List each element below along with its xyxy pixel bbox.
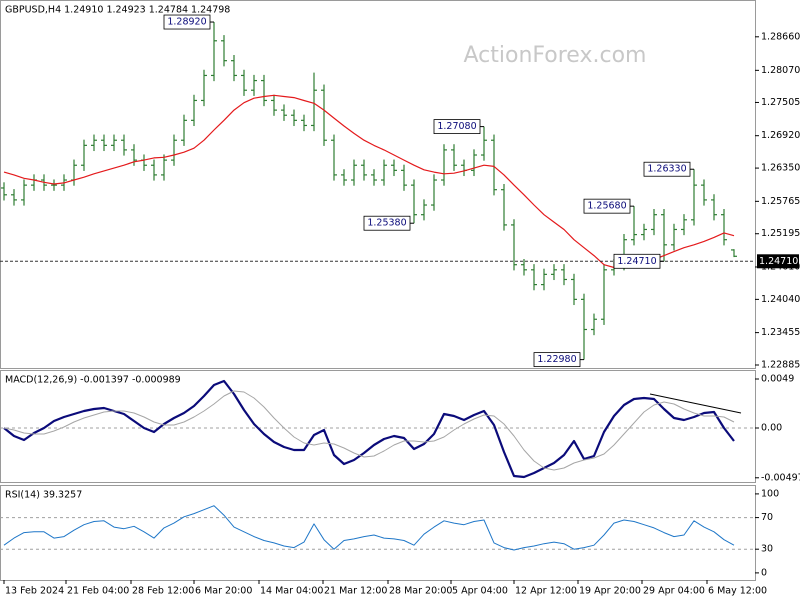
x-tick-label: 5 Apr 04:00: [452, 586, 508, 597]
annotation-box: [363, 215, 411, 231]
y-tick-label: 0: [761, 567, 767, 578]
x-tick-label: 21 Mar 12:00: [324, 586, 387, 597]
annotation-label: 1.25380: [367, 218, 406, 229]
moving-average: [3, 94, 735, 269]
annotation-box: [583, 198, 631, 214]
trend-line: [649, 393, 742, 414]
x-tick-label: 28 Mar 20:00: [389, 586, 452, 597]
x-tick-label: 13 Feb 2024: [5, 586, 64, 597]
series-line: [3, 505, 735, 551]
annotation-label: 1.25680: [587, 201, 626, 212]
y-tick-label: 1.28070: [761, 65, 800, 76]
x-tick-label: 12 Apr 12:00: [515, 586, 577, 597]
watermark: ActionForex.com: [464, 43, 647, 68]
price-label: 1.24710: [759, 256, 798, 267]
rsi-header: RSI(14) 39.3257: [5, 490, 82, 501]
annotation-box: [643, 161, 691, 177]
annotation-label: 1.24710: [617, 256, 656, 267]
x-tick-label: 14 Mar 04:00: [260, 586, 323, 597]
x-tick-label: 19 Apr 20:00: [579, 586, 641, 597]
y-tick-label: 100: [761, 488, 779, 499]
y-tick-label: 1.24040: [761, 294, 800, 305]
price-label-box: [757, 254, 799, 269]
y-tick-label: 1.25195: [761, 228, 800, 239]
x-tick-label: 21 Feb 04:00: [67, 586, 129, 597]
series-line: [3, 379, 735, 479]
x-tick-label: 28 Feb 12:00: [132, 586, 194, 597]
annotation-box: [163, 14, 211, 30]
annotation-label: 1.28920: [167, 17, 206, 28]
y-tick-label: 1.27505: [761, 97, 800, 108]
annotation-label: 1.22980: [537, 354, 576, 365]
y-tick-label: 1.23455: [761, 327, 800, 338]
annotation-label: 1.26330: [647, 164, 686, 175]
y-tick-label: 70: [761, 512, 773, 523]
macd-header: MACD(12,26,9) -0.001397 -0.000989: [5, 375, 181, 386]
y-tick-label: 1.26350: [761, 163, 800, 174]
annotation-box: [613, 253, 661, 269]
y-tick-label: -0.004978: [761, 472, 800, 483]
panel-marks: [0, 505, 755, 551]
y-tick-label: 1.26920: [761, 130, 800, 141]
panel-marks: [0, 379, 755, 479]
annotation-box: [533, 352, 581, 368]
y-tick-label: 1.28660: [761, 31, 800, 42]
x-tick-label: 6 May 12:00: [708, 586, 767, 597]
rsi-panel: [0, 485, 756, 581]
macd-panel: [0, 370, 756, 483]
y-tick-label: 1.25765: [761, 196, 800, 207]
y-tick-label: 0.00: [761, 423, 782, 434]
series-line: [3, 390, 735, 471]
price-panel: [0, 0, 756, 369]
y-tick-label: 0.0049: [761, 374, 794, 385]
price-header: GBPUSD,H4 1.24910 1.24923 1.24784 1.2479…: [5, 5, 230, 16]
annotation-box: [433, 119, 481, 134]
annotation-label: 1.27080: [437, 121, 476, 132]
panel-marks: [0, 22, 755, 360]
x-tick-label: 29 Apr 04:00: [643, 586, 705, 597]
y-tick-label: 1.22885: [761, 360, 800, 371]
x-tick-label: 6 Mar 20:00: [195, 586, 252, 597]
y-tick-label: 30: [761, 544, 773, 555]
